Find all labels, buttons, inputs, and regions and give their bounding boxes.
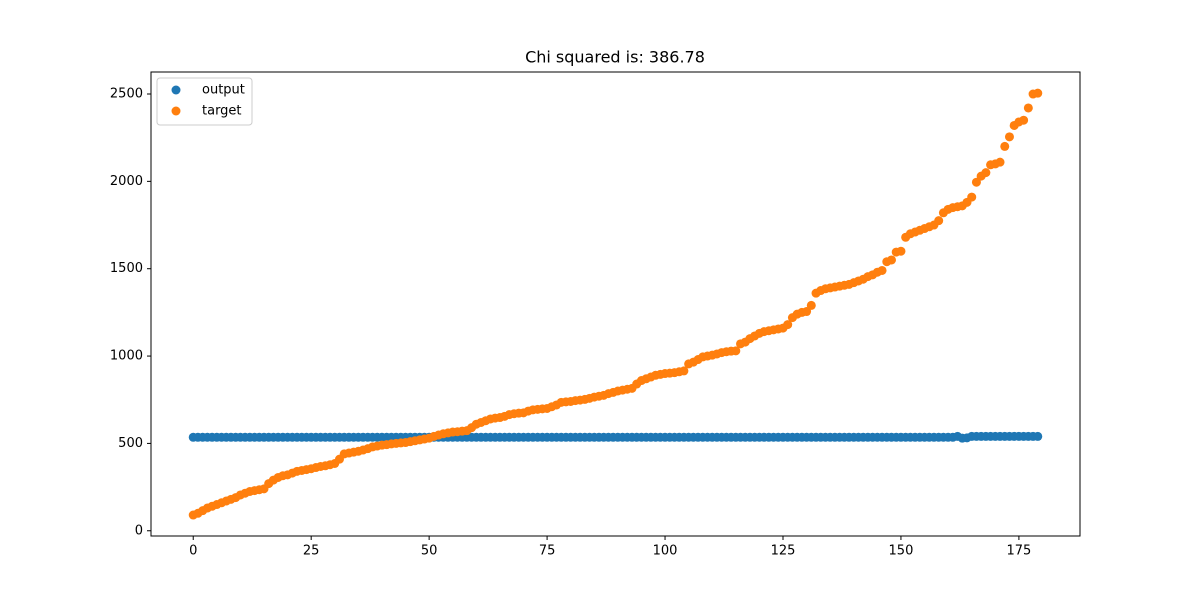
point [731,346,741,356]
point [1004,132,1014,142]
point [967,192,977,202]
plot-area [188,88,1043,520]
point [679,366,689,376]
x-tick-label: 125 [771,544,796,559]
point [1019,115,1029,125]
point [783,320,793,330]
legend-marker [171,106,181,116]
y-tick-label: 1500 [110,261,143,276]
x-tick-label: 75 [539,544,556,559]
axes-frame [150,71,1081,537]
point [981,168,991,178]
y-tick-label: 500 [118,436,143,451]
point [995,157,1005,167]
y-tick-label: 1000 [110,349,143,364]
legend-label: target [202,104,242,119]
point [1023,103,1033,113]
point [887,255,897,265]
point [934,216,944,226]
legend-label: output [202,83,245,98]
x-tick-label: 175 [1006,544,1031,559]
point [806,300,816,310]
x-tick-label: 100 [653,544,678,559]
point [802,307,812,317]
point [1033,88,1043,98]
x-tick-label: 50 [421,544,438,559]
point [896,246,906,256]
point [1033,431,1043,441]
y-tick-label: 2500 [110,87,143,102]
chart-title: Chi squared is: 386.78 [525,48,705,67]
legend-box [156,77,253,126]
point [877,265,887,275]
legend-marker [171,85,181,95]
point [1000,141,1010,151]
y-tick-label: 2000 [110,174,143,189]
x-tick-label: 150 [889,544,914,559]
x-tick-label: 0 [189,544,197,559]
y-tick-label: 0 [135,523,143,538]
point [971,177,981,187]
x-tick-label: 25 [303,544,320,559]
